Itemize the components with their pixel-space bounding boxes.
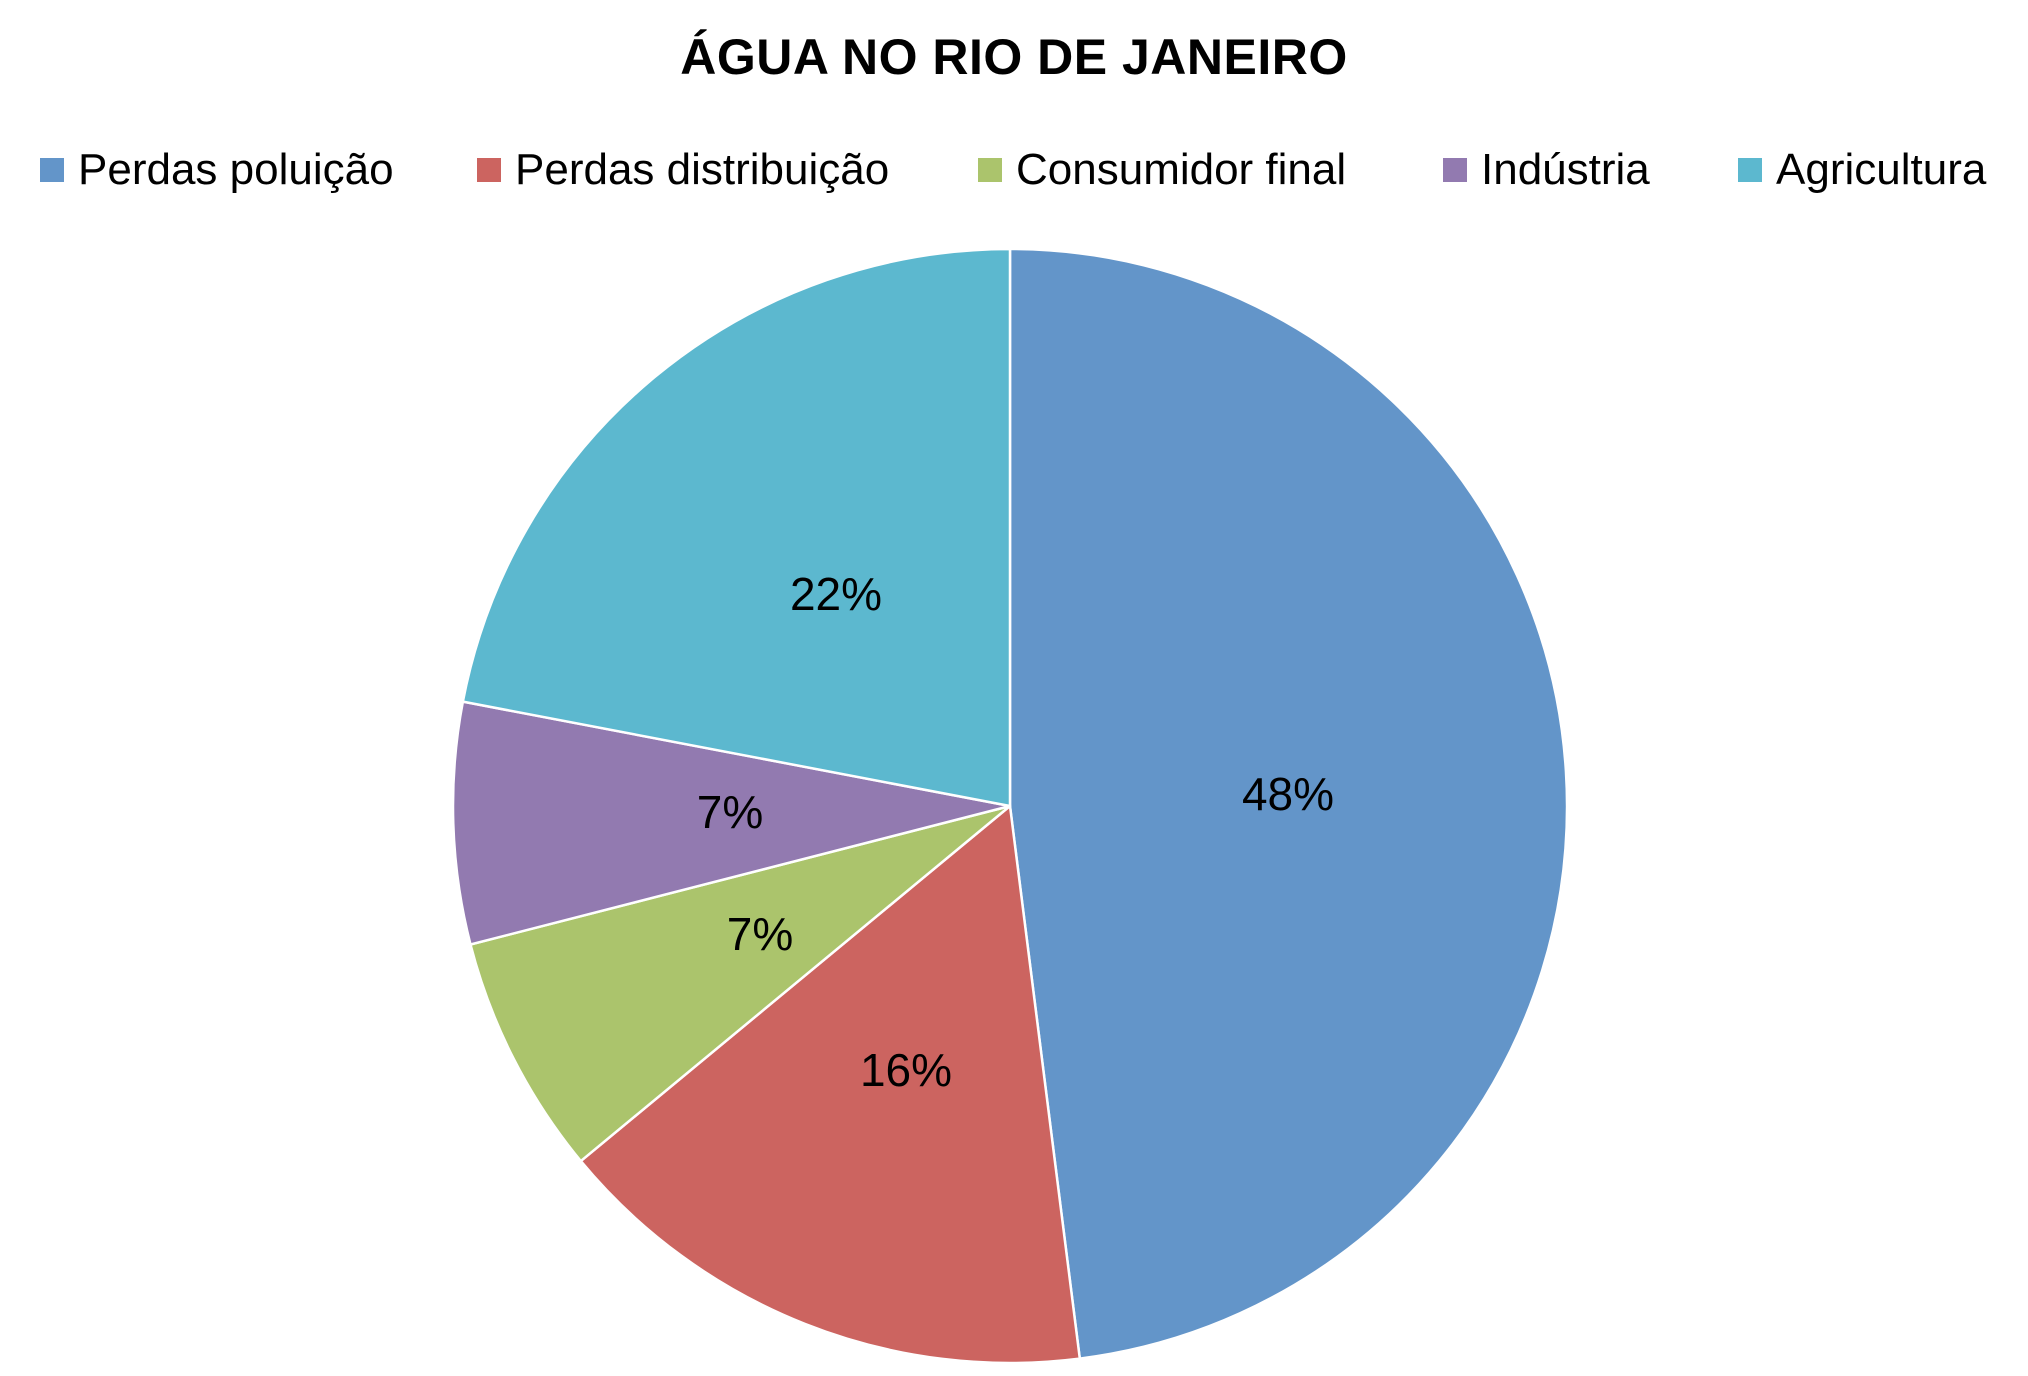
legend-item-industria: Indústria: [1443, 140, 1650, 200]
legend-swatch: [477, 158, 501, 182]
slice-data-label-3: 7%: [697, 786, 763, 838]
chart-title: ÁGUA NO RIO DE JANEIRO: [680, 29, 1348, 85]
legend-label: Consumidor final: [1016, 145, 1347, 194]
legend-item-consumidor-final: Consumidor final: [978, 140, 1346, 200]
pie-slice-1: [579, 803, 1082, 1365]
legend-item-agricultura: Agricultura: [1738, 140, 1986, 200]
pie-slice-3: [451, 700, 1011, 947]
legend: Perdas poluição Perdas distribuição Cons…: [0, 140, 2028, 200]
legend-swatch: [40, 158, 64, 182]
pie-slice-4: [461, 247, 1012, 808]
pie-slice-0: [1008, 247, 1569, 1361]
pie-slice-2: [468, 804, 1011, 1163]
slice-data-label-2: 7%: [727, 908, 793, 960]
legend-label: Perdas poluição: [78, 145, 394, 194]
slice-data-label-1: 16%: [860, 1044, 952, 1096]
legend-item-perdas-poluicao: Perdas poluição: [40, 140, 394, 200]
legend-label: Indústria: [1481, 145, 1650, 194]
legend-label: Perdas distribuição: [515, 145, 890, 194]
legend-item-perdas-distribuicao: Perdas distribuição: [477, 140, 889, 200]
slice-data-label-0: 48%: [1242, 768, 1334, 820]
legend-swatch: [1443, 158, 1467, 182]
legend-label: Agricultura: [1776, 145, 1987, 194]
slice-data-label-4: 22%: [790, 568, 882, 620]
legend-swatch: [978, 158, 1002, 182]
legend-swatch: [1738, 158, 1762, 182]
